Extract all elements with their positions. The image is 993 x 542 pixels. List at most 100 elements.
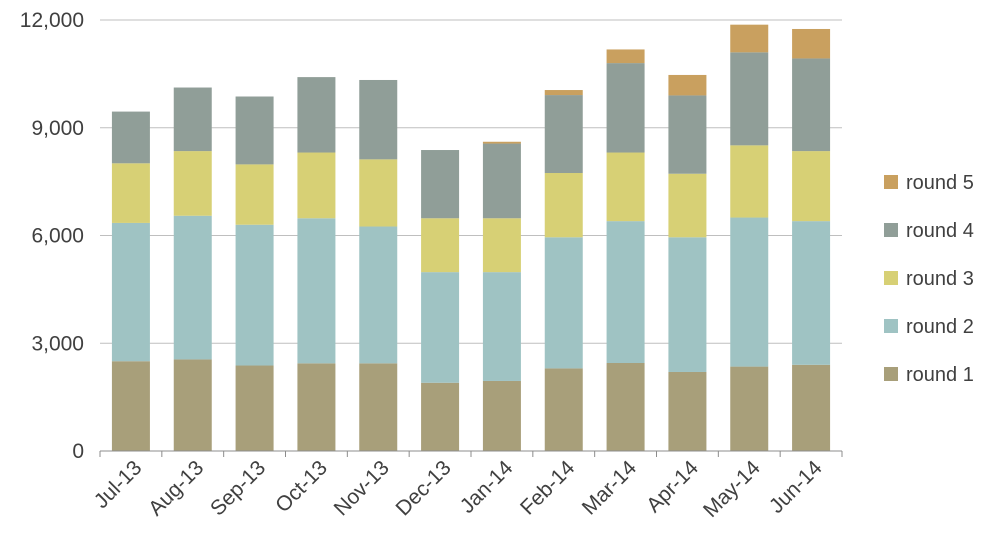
- bar-segment-round-4-May-14: [730, 52, 769, 146]
- bar-segment-round-2-Feb-14: [544, 237, 583, 369]
- bar-segment-round-4-Aug-13: [173, 87, 212, 152]
- y-tick-label: 12,000: [20, 9, 84, 32]
- bar-segment-round-4-Jan-14: [482, 143, 521, 219]
- bar-segment-round-4-Sep-13: [235, 96, 274, 165]
- bar-segment-round-3-Dec-13: [421, 218, 460, 273]
- bar-segment-round-1-Feb-14: [544, 368, 583, 451]
- bar-segment-round-1-Mar-14: [606, 363, 645, 451]
- x-tick-label: Jan-14: [456, 456, 518, 518]
- bar-segment-round-2-Apr-14: [668, 237, 707, 372]
- bar-segment-round-1-Nov-13: [359, 363, 398, 451]
- legend-swatch: [884, 319, 898, 333]
- x-tick-label: Nov-13: [330, 456, 394, 520]
- bar-segment-round-5-Feb-14: [544, 90, 583, 96]
- bar-segment-round-4-Mar-14: [606, 63, 645, 153]
- bar-segment-round-2-Oct-13: [297, 218, 336, 364]
- bar-segment-round-3-May-14: [730, 145, 769, 218]
- bar-segment-round-5-May-14: [730, 24, 769, 53]
- bar-segment-round-5-Jan-14: [482, 141, 521, 144]
- bar-segment-round-2-Mar-14: [606, 221, 645, 364]
- legend-item-round-2: round 2: [884, 316, 974, 338]
- x-tick-label: Jun-14: [765, 456, 827, 518]
- bar-segment-round-2-Nov-13: [359, 226, 398, 364]
- bar-segment-round-1-Sep-13: [235, 365, 274, 451]
- bar-segment-round-3-Feb-14: [544, 173, 583, 238]
- bar-stack-Dec-13: [421, 150, 460, 451]
- bar-segment-round-1-Jul-13: [111, 361, 150, 451]
- x-tick-label: Dec-13: [391, 456, 455, 520]
- bar-stack-Mar-14: [606, 49, 645, 451]
- bar-segment-round-2-May-14: [730, 217, 769, 367]
- x-tick-label: May-14: [699, 456, 765, 522]
- legend-swatch: [884, 223, 898, 237]
- bar-stack-Aug-13: [173, 87, 212, 451]
- bar-segment-round-4-Dec-13: [421, 150, 460, 219]
- bar-segment-round-3-Aug-13: [173, 151, 212, 216]
- bar-segment-round-3-Nov-13: [359, 159, 398, 227]
- bar-stack-Jun-14: [792, 28, 831, 451]
- legend-item-round-4: round 4: [884, 220, 974, 242]
- bar-stacks: [111, 24, 831, 451]
- legend-label: round 2: [906, 316, 974, 338]
- bar-segment-round-3-Jun-14: [792, 151, 831, 222]
- bar-segment-round-3-Sep-13: [235, 164, 274, 225]
- bar-stack-Feb-14: [544, 90, 583, 451]
- x-tick-label: Oct-13: [271, 456, 332, 517]
- x-tick-label: Mar-14: [578, 456, 642, 520]
- legend-swatch: [884, 271, 898, 285]
- legend-label: round 5: [906, 172, 974, 194]
- bar-segment-round-1-Aug-13: [173, 359, 212, 451]
- bar-segment-round-4-Oct-13: [297, 77, 336, 153]
- bar-segment-round-4-Jun-14: [792, 58, 831, 152]
- bar-segment-round-1-Apr-14: [668, 371, 707, 451]
- bar-segment-round-3-Jul-13: [111, 163, 150, 223]
- legend-label: round 4: [906, 220, 974, 242]
- bar-segment-round-1-Jun-14: [792, 364, 831, 451]
- bar-stack-Nov-13: [359, 79, 398, 451]
- bar-stack-Jan-14: [482, 141, 521, 451]
- bar-stack-Jul-13: [111, 111, 150, 451]
- y-tick-label: 9,000: [31, 117, 84, 140]
- x-tick-label: Apr-14: [642, 456, 703, 517]
- bar-segment-round-4-Nov-13: [359, 79, 398, 160]
- bar-segment-round-5-Mar-14: [606, 49, 645, 64]
- legend-item-round-1: round 1: [884, 364, 974, 386]
- x-tick-label: Jul-13: [90, 456, 147, 513]
- bar-segment-round-4-Apr-14: [668, 95, 707, 174]
- bar-segment-round-3-Mar-14: [606, 152, 645, 222]
- legend-label: round 3: [906, 268, 974, 290]
- bar-segment-round-2-Jul-13: [111, 222, 150, 362]
- bar-stack-Sep-13: [235, 96, 274, 451]
- bar-segment-round-4-Jul-13: [111, 111, 150, 164]
- bar-segment-round-2-Jan-14: [482, 272, 521, 381]
- bar-segment-round-2-Dec-13: [421, 272, 460, 383]
- gridlines: [100, 19, 842, 344]
- bar-segment-round-3-Jan-14: [482, 218, 521, 273]
- x-tick-label: Sep-13: [206, 456, 270, 520]
- legend-swatch: [884, 175, 898, 189]
- bar-segment-round-1-Dec-13: [421, 382, 460, 451]
- legend-item-round-3: round 3: [884, 268, 974, 290]
- bar-segment-round-5-Apr-14: [668, 74, 707, 96]
- x-tick-label: Feb-14: [516, 456, 580, 520]
- bar-segment-round-1-May-14: [730, 366, 769, 451]
- y-axis-tick-labels: 0 3,000 6,000 9,000 12,000: [20, 9, 84, 463]
- bar-segment-round-1-Jan-14: [482, 380, 521, 451]
- axes: [99, 450, 843, 457]
- bar-segment-round-2-Jun-14: [792, 221, 831, 365]
- bar-stack-Oct-13: [297, 77, 336, 451]
- legend-label: round 1: [906, 364, 974, 386]
- bar-segment-round-1-Oct-13: [297, 363, 336, 451]
- bar-segment-round-3-Apr-14: [668, 173, 707, 238]
- y-tick-label: 6,000: [31, 225, 84, 248]
- bar-stack-Apr-14: [668, 74, 707, 451]
- legend: round 5 round 4 round 3 round 2 round 1: [884, 172, 974, 386]
- legend-swatch: [884, 367, 898, 381]
- legend-item-round-5: round 5: [884, 172, 974, 194]
- bar-segment-round-3-Oct-13: [297, 152, 336, 219]
- x-tick-label: Aug-13: [144, 456, 208, 520]
- y-tick-label: 0: [72, 440, 84, 463]
- bar-segment-round-2-Aug-13: [173, 215, 212, 360]
